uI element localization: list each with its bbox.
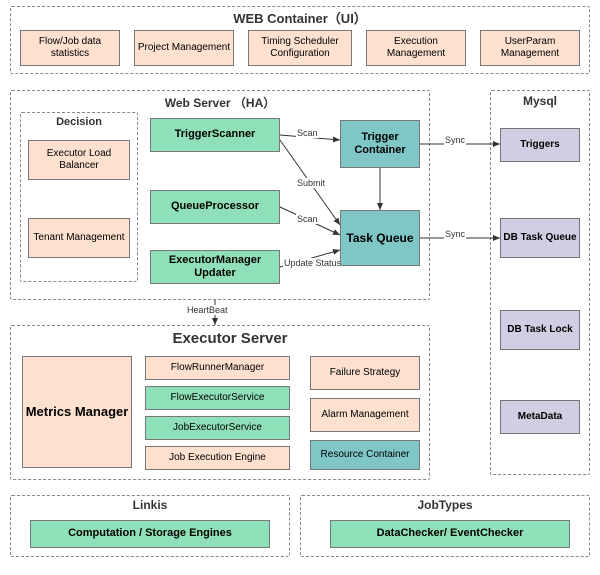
box-fail-strat: Failure Strategy — [310, 356, 420, 390]
title-linkis: Linkis — [10, 498, 290, 512]
box-exec-upd: ExecutorManager Updater — [150, 250, 280, 284]
edge-label-sync1: Sync — [444, 135, 466, 145]
title-mysql: Mysql — [490, 94, 590, 108]
edge-label-heartbeat: HeartBeat — [186, 305, 229, 315]
box-linkis: Computation / Storage Engines — [30, 520, 270, 548]
box-metrics: Metrics Manager — [22, 356, 132, 468]
title-web-ui: WEB Container（UI） — [10, 8, 590, 27]
box-trig-cont: Trigger Container — [340, 120, 420, 168]
title-web-server: Web Server （HA） — [90, 94, 350, 111]
box-job-es: JobExecutorService — [145, 416, 290, 440]
box-queue-proc: QueueProcessor — [150, 190, 280, 224]
box-ui-exec: Execution Management — [366, 30, 466, 66]
edge-label-scan2: Scan — [296, 214, 319, 224]
box-flow-es: FlowExecutorService — [145, 386, 290, 410]
box-ui-stats: Flow/Job data statistics — [20, 30, 120, 66]
edge-label-update: Update Status — [283, 258, 342, 268]
box-ui-proj: Project Management — [134, 30, 234, 66]
box-db-taskq: DB Task Queue — [500, 218, 580, 258]
box-triggers: Triggers — [500, 128, 580, 162]
box-res-cont: Resource Container — [310, 440, 420, 470]
box-jobtypes: DataChecker/ EventChecker — [330, 520, 570, 548]
box-tenant: Tenant Management — [28, 218, 130, 258]
title-decision: Decision — [20, 116, 138, 128]
box-db-lock: DB Task Lock — [500, 310, 580, 350]
box-task-q: Task Queue — [340, 210, 420, 266]
box-ui-timing: Timing Scheduler Configuration — [248, 30, 352, 66]
edge-label-submit: Submit — [296, 178, 326, 188]
box-exec-lb: Executor Load Balancer — [28, 140, 130, 180]
title-jobtypes: JobTypes — [300, 498, 590, 512]
box-ui-user: UserParam Management — [480, 30, 580, 66]
box-flow-rm: FlowRunnerManager — [145, 356, 290, 380]
edge-label-scan1: Scan — [296, 128, 319, 138]
box-alarm: Alarm Management — [310, 398, 420, 432]
box-job-eng: Job Execution Engine — [145, 446, 290, 470]
box-metadata: MetaData — [500, 400, 580, 434]
box-trig-scan: TriggerScanner — [150, 118, 280, 152]
edge-label-sync2: Sync — [444, 229, 466, 239]
title-exec-server: Executor Server — [130, 330, 330, 347]
